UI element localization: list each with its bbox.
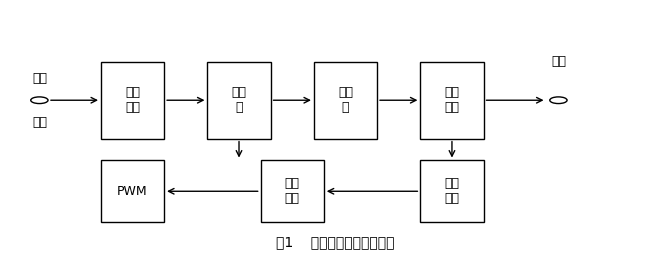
Text: 电源: 电源	[32, 116, 47, 129]
Text: 误差
放大: 误差 放大	[285, 177, 300, 205]
Text: 反馈
取样: 反馈 取样	[444, 177, 460, 205]
Text: 输出: 输出	[551, 55, 566, 68]
Bar	[101, 161, 164, 222]
Bar	[314, 62, 377, 139]
Text: 滤波
整流: 滤波 整流	[125, 86, 140, 114]
Bar	[207, 62, 270, 139]
Bar	[101, 62, 164, 139]
Text: 开关
管: 开关 管	[231, 86, 246, 114]
Text: 图1    开关电源的工作原理图: 图1 开关电源的工作原理图	[276, 235, 395, 249]
Text: 输入: 输入	[32, 72, 47, 85]
Text: PWM: PWM	[117, 185, 148, 198]
Bar	[420, 62, 484, 139]
Bar	[260, 161, 324, 222]
Bar	[420, 161, 484, 222]
Text: 整流
滤波: 整流 滤波	[444, 86, 460, 114]
Text: 变压
器: 变压 器	[338, 86, 353, 114]
